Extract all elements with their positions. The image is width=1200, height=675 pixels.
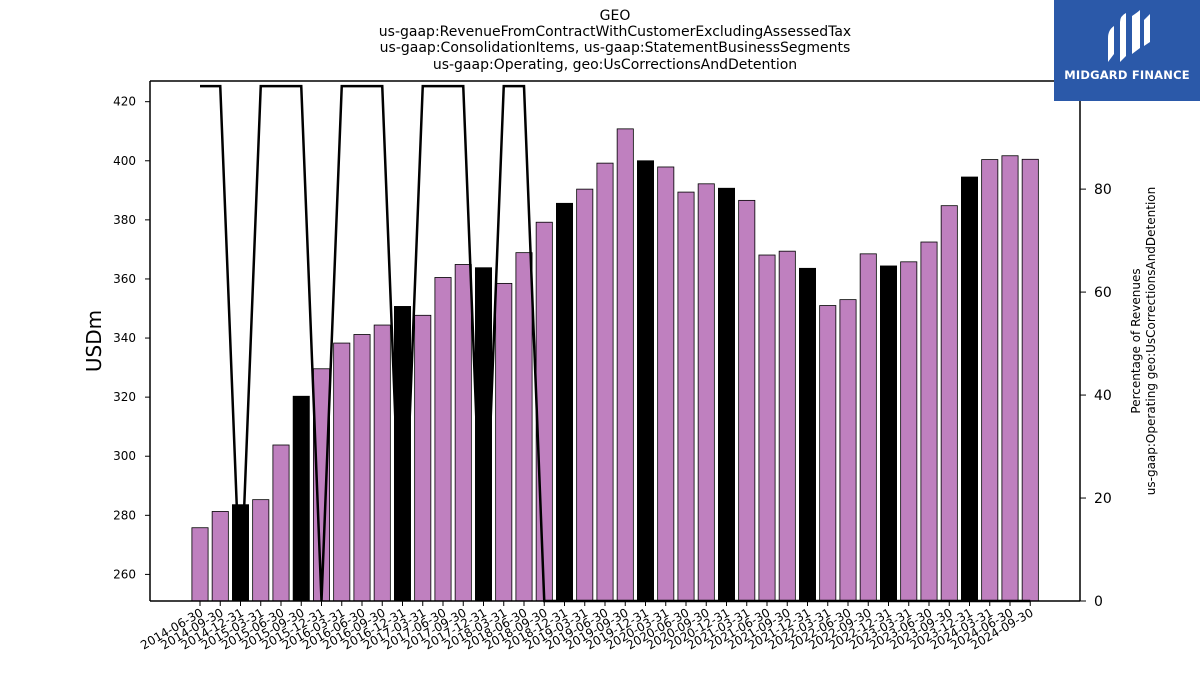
- chart-title-line-3: us-gaap:ConsolidationItems, us-gaap:Stat…: [380, 40, 851, 56]
- bar-2016-09-30: [373, 324, 391, 602]
- y-axis-title: USDm: [82, 310, 106, 372]
- y-tick-label: 260: [113, 567, 136, 581]
- bar-2022-12-31: [880, 265, 898, 602]
- bar-2017-06-30: [434, 277, 452, 602]
- logo-mark-icon: [1108, 10, 1150, 62]
- bar-series: [191, 128, 1039, 602]
- bar-2017-09-30: [454, 264, 472, 602]
- chart-title-line-2: us-gaap:RevenueFromContractWithCustomerE…: [379, 24, 851, 40]
- bar-2023-09-30: [940, 205, 958, 602]
- bar-2020-09-30: [697, 183, 715, 602]
- bar-2023-06-30: [920, 241, 938, 602]
- y2-axis-ticks: 020406080100: [1080, 79, 1121, 610]
- y-tick-label: 300: [113, 449, 136, 463]
- axes: [149, 80, 1081, 602]
- y-tick-label: 280: [113, 508, 136, 522]
- bar-2024-06-30: [1001, 155, 1019, 602]
- bar-2022-06-30: [839, 299, 857, 602]
- bar-2018-12-31: [556, 202, 574, 602]
- bar-2024-09-30: [1021, 158, 1039, 602]
- bar-2019-06-30: [596, 162, 614, 602]
- y2-tick-label: 20: [1094, 491, 1112, 507]
- bar-2021-12-31: [799, 267, 817, 602]
- bar-2014-09-30: [211, 511, 229, 602]
- y2-tick-label: 60: [1094, 285, 1112, 301]
- bar-2020-03-31: [657, 166, 675, 602]
- y-tick-label: 320: [113, 390, 136, 404]
- y2-axis-title-line-2: us-gaap:Operating geo:UsCorrectionsAndDe…: [1144, 187, 1158, 495]
- bar-2022-09-30: [859, 253, 877, 602]
- y2-tick-label: 40: [1094, 388, 1112, 404]
- y-tick-label: 380: [113, 213, 136, 227]
- bar-2018-09-30: [535, 221, 553, 602]
- bar-2016-03-31: [333, 342, 351, 602]
- bar-2020-12-31: [718, 187, 736, 602]
- bar-2021-03-31: [738, 199, 756, 602]
- bar-2015-09-30: [292, 395, 310, 602]
- bar-2017-03-31: [414, 314, 432, 602]
- y2-tick-label: 0: [1094, 594, 1103, 610]
- y2-tick-label: 80: [1094, 182, 1112, 198]
- bar-2022-03-31: [819, 305, 837, 602]
- bar-2014-06-30: [191, 527, 209, 602]
- x-axis-ticks: 2014-06-302014-09-302014-12-312015-03-31…: [138, 601, 1036, 652]
- bar-2019-09-30: [616, 128, 634, 602]
- bar-2021-09-30: [778, 250, 796, 602]
- chart-title-line-4: us-gaap:Operating, geo:UsCorrectionsAndD…: [433, 57, 797, 73]
- y-tick-label: 420: [113, 95, 136, 109]
- logo-text: MIDGARD FINANCE: [1064, 68, 1190, 82]
- chart-title: GEO us-gaap:RevenueFromContractWithCusto…: [379, 8, 851, 73]
- y-tick-label: 360: [113, 272, 136, 286]
- bar-2019-03-31: [576, 188, 594, 602]
- bar-2023-12-31: [961, 176, 979, 602]
- bar-2018-06-30: [515, 252, 533, 602]
- bar-2020-06-30: [677, 191, 695, 602]
- bar-2015-06-30: [272, 444, 290, 602]
- bar-2021-06-30: [758, 254, 776, 602]
- bar-2015-03-31: [252, 499, 270, 602]
- y-tick-label: 340: [113, 331, 136, 345]
- bar-2016-06-30: [353, 334, 371, 602]
- bar-2023-03-31: [900, 261, 918, 602]
- y-tick-label: 400: [113, 154, 136, 168]
- bar-2018-03-31: [495, 282, 513, 602]
- y-axis-ticks: 260 280 300 320 340 360 380 400 420: [113, 95, 150, 581]
- brand-logo: MIDGARD FINANCE: [1054, 0, 1200, 101]
- bar-2019-12-31: [637, 160, 655, 602]
- y2-axis-title-line-1: Percentage of Revenues: [1129, 268, 1143, 413]
- bar-2024-03-31: [981, 159, 999, 602]
- chart-title-line-1: GEO: [600, 8, 631, 24]
